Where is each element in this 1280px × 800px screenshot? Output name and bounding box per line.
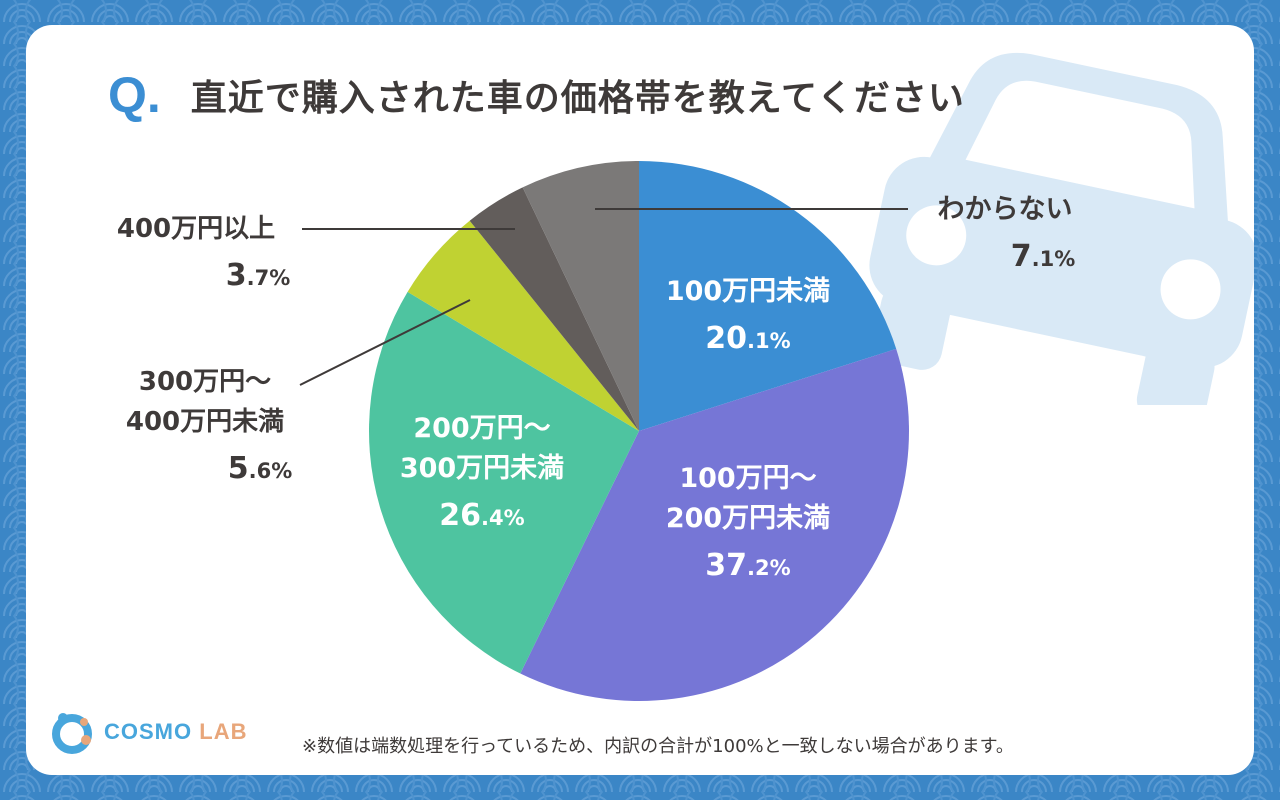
footnote: ※数値は端数処理を行っているため、内訳の合計が100%と一致しない場合があります… <box>302 736 1014 757</box>
slice-label: 400万円未満 <box>126 407 284 437</box>
slice-label: 300万円～ <box>139 367 271 397</box>
question-text: 直近で購入された車の価格帯を教えてください <box>190 78 965 119</box>
slice-value-label: 37.2% <box>705 548 790 583</box>
slice-label: わからない <box>938 194 1073 225</box>
slice-value-label: 3.7% <box>226 258 291 293</box>
logo-word-lab: LAB <box>199 719 248 744</box>
pie-slice <box>469 187 639 431</box>
slice-value-label: 26.4% <box>439 498 524 533</box>
pie-slice <box>522 161 639 431</box>
slice-value-label: 7.1% <box>1011 239 1076 274</box>
cosmo-lab-logo-icon <box>52 713 92 754</box>
pie-slice <box>639 161 897 431</box>
pie-slice <box>407 220 639 431</box>
leader-line <box>299 299 471 386</box>
page-title: Q. 直近で購入された車の価格帯を教えてください <box>108 55 965 135</box>
slice-label: 300万円未満 <box>400 453 564 484</box>
slice-label: 200万円未満 <box>666 503 830 534</box>
pie-slice <box>368 291 639 674</box>
slice-value-label: 20.1% <box>705 321 790 356</box>
question-marker: Q. <box>108 67 161 123</box>
slice-label: 100万円未満 <box>666 276 830 307</box>
logo-wordmark: COSMO LAB <box>104 719 247 745</box>
cosmo-lab-logo: COSMO LAB <box>50 710 247 754</box>
pie-slice <box>520 348 909 701</box>
slice-value-label: 5.6% <box>228 451 293 486</box>
logo-word-cosmo: COSMO <box>104 719 193 744</box>
slice-label: 100万円～ <box>679 463 816 494</box>
slice-label: 200万円～ <box>413 413 550 444</box>
slice-label: 400万円以上 <box>117 214 275 244</box>
